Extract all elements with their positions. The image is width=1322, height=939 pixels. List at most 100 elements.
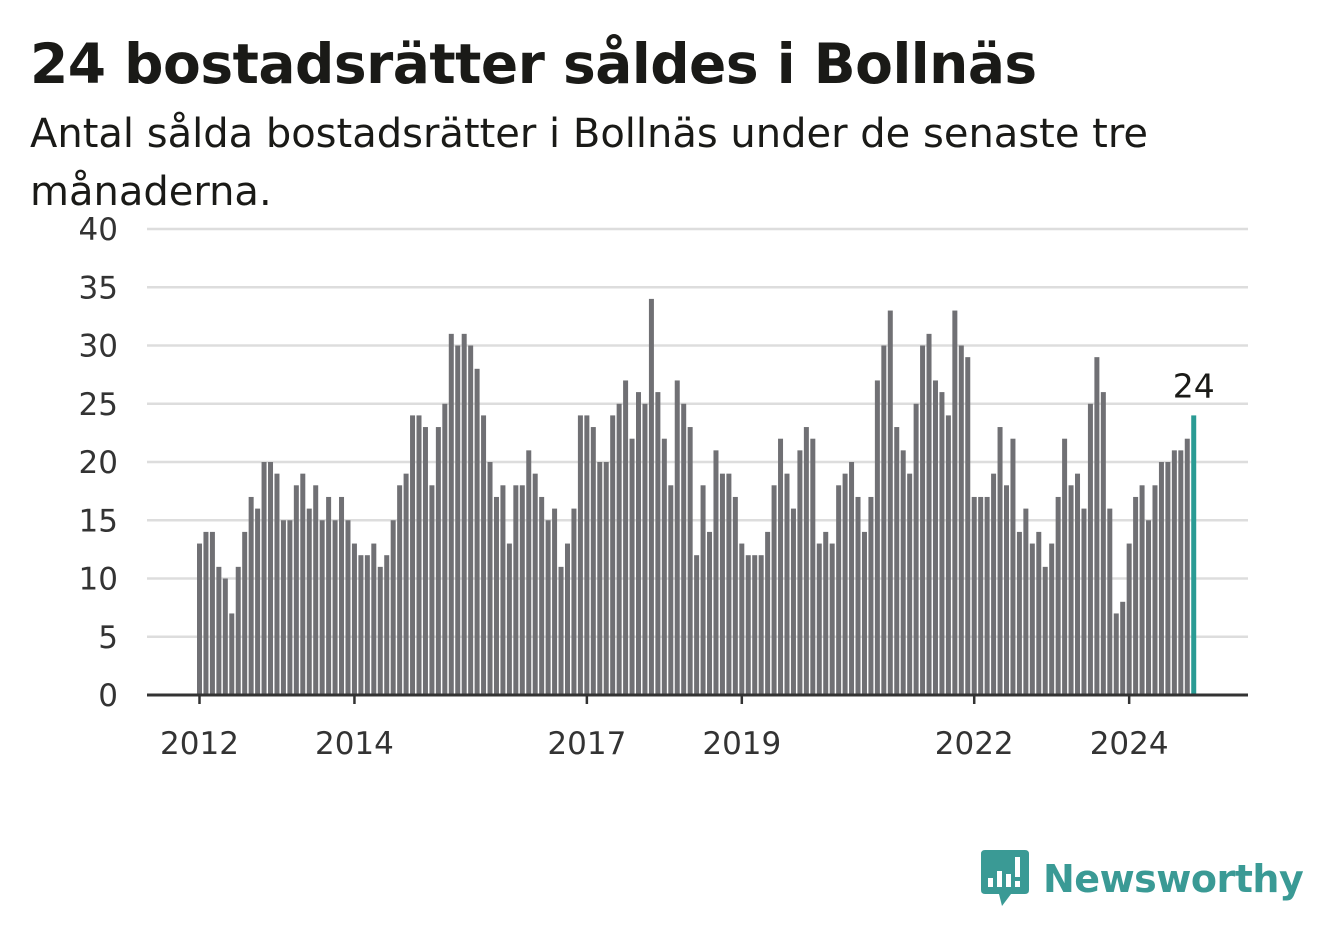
bar: [610, 415, 616, 695]
bar: [435, 427, 441, 695]
bar: [971, 496, 977, 695]
bar: [629, 438, 635, 695]
bar: [636, 392, 642, 695]
bar: [203, 531, 209, 695]
bar: [552, 508, 558, 695]
y-tick-label: 5: [98, 620, 118, 656]
bar: [339, 496, 345, 695]
bar: [1055, 496, 1061, 695]
y-tick-label: 20: [79, 445, 118, 481]
bar: [506, 543, 512, 695]
bar: [1042, 566, 1048, 695]
bar: [429, 485, 435, 695]
bar: [390, 520, 396, 695]
bar: [1184, 438, 1190, 695]
bar: [1139, 485, 1145, 695]
bar: [1165, 462, 1171, 695]
bar: [700, 485, 706, 695]
bar: [765, 531, 771, 695]
bar: [287, 520, 293, 695]
bar: [745, 555, 751, 695]
bar: [674, 380, 680, 695]
bar: [448, 333, 454, 695]
bar: [623, 380, 629, 695]
x-tick-label: 2019: [702, 726, 781, 762]
bar: [268, 462, 274, 695]
bar: [590, 427, 596, 695]
bar: [952, 310, 958, 695]
bar: [306, 508, 312, 695]
bar: [991, 473, 997, 695]
bar: [784, 473, 790, 695]
bar: [1152, 485, 1158, 695]
bar: [881, 345, 887, 695]
bar: [326, 496, 332, 695]
bar: [648, 298, 654, 695]
bar: [732, 496, 738, 695]
bar: [1010, 438, 1016, 695]
bar: [358, 555, 364, 695]
bar: [222, 578, 228, 695]
y-tick-label: 30: [79, 329, 118, 365]
bar: [345, 520, 351, 695]
bar: [997, 427, 1003, 695]
x-tick-label: 2012: [160, 726, 239, 762]
bar: [468, 345, 474, 695]
last-value-label: 24: [1173, 366, 1215, 405]
bar: [461, 333, 467, 695]
y-tick-label: 15: [79, 503, 118, 539]
bar: [519, 485, 525, 695]
bar: [661, 438, 667, 695]
bar: [1004, 485, 1009, 695]
bar: [681, 403, 687, 695]
bar: [790, 508, 796, 695]
bar: [1107, 508, 1113, 695]
x-axis: 2012 2014 2017 2019 2022 2024: [147, 693, 1248, 762]
bar: [1087, 403, 1093, 695]
bar: [1068, 485, 1074, 695]
brand-name: Newsworthy: [1043, 857, 1304, 901]
bar: [532, 473, 538, 695]
bar: [197, 543, 202, 695]
annotations: 24: [1173, 366, 1215, 405]
bar: [616, 403, 622, 695]
bar: [829, 543, 835, 695]
bar: [687, 427, 693, 695]
y-tick-label: 25: [79, 387, 118, 423]
newsworthy-logo-icon: [981, 850, 1029, 906]
bar: [803, 427, 809, 695]
bar: [655, 392, 661, 695]
bar: [1094, 357, 1100, 695]
bar: [442, 403, 448, 695]
bar: [668, 485, 674, 695]
bar: [913, 403, 919, 695]
bar: [332, 520, 338, 695]
bar: [939, 392, 945, 695]
bar: [545, 520, 551, 695]
bar: [255, 508, 261, 695]
bar: [416, 415, 422, 695]
bar: [694, 555, 700, 695]
bar: [577, 415, 583, 695]
bar: [1100, 392, 1106, 695]
bar: [377, 566, 383, 695]
bar: [1049, 543, 1055, 695]
bar: [887, 310, 893, 695]
bar: [945, 415, 951, 695]
y-tick-label: 10: [79, 562, 118, 598]
bar: [1158, 462, 1164, 695]
bar: [319, 520, 325, 695]
bar: [752, 555, 758, 695]
bar: [642, 403, 648, 695]
bar: [1062, 438, 1068, 695]
bar: [384, 555, 390, 695]
bar: [397, 485, 403, 695]
y-tick-label: 0: [98, 678, 118, 714]
newsworthy-logo: Newsworthy: [981, 850, 1304, 908]
x-tick-label: 2017: [547, 726, 626, 762]
bar: [758, 555, 764, 695]
bar: [261, 462, 267, 695]
bar: [539, 496, 545, 695]
bar: [1133, 496, 1139, 695]
